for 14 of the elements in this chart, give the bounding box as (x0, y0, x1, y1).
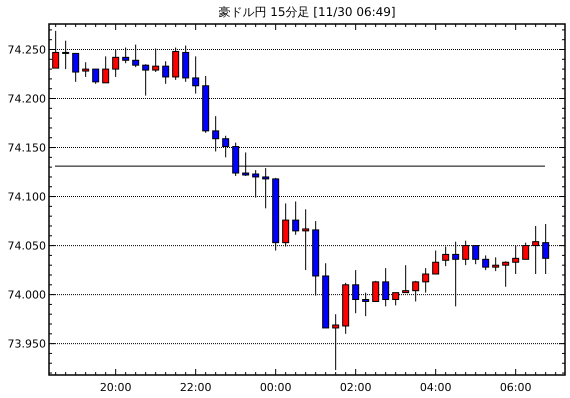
x-tick-label: 06:00 (500, 381, 532, 394)
y-tick-label: 74.250 (8, 43, 46, 56)
y-tick-label: 74.150 (8, 142, 46, 155)
x-tick-label: 04:00 (420, 381, 452, 394)
x-tick-label: 02:00 (340, 381, 372, 394)
x-tick-label: 22:00 (180, 381, 212, 394)
y-tick-label: 73.950 (8, 338, 46, 351)
chart-title: 豪ドル円 15分足 [11/30 06:49] (218, 5, 396, 19)
y-tick-label: 74.000 (8, 288, 46, 302)
y-tick-label: 74.200 (8, 92, 46, 106)
x-tick-label: 00:00 (260, 381, 292, 394)
y-tick-label: 74.100 (8, 190, 46, 204)
x-tick-label: 20:00 (100, 381, 132, 394)
y-tick-label: 74.050 (8, 240, 46, 253)
